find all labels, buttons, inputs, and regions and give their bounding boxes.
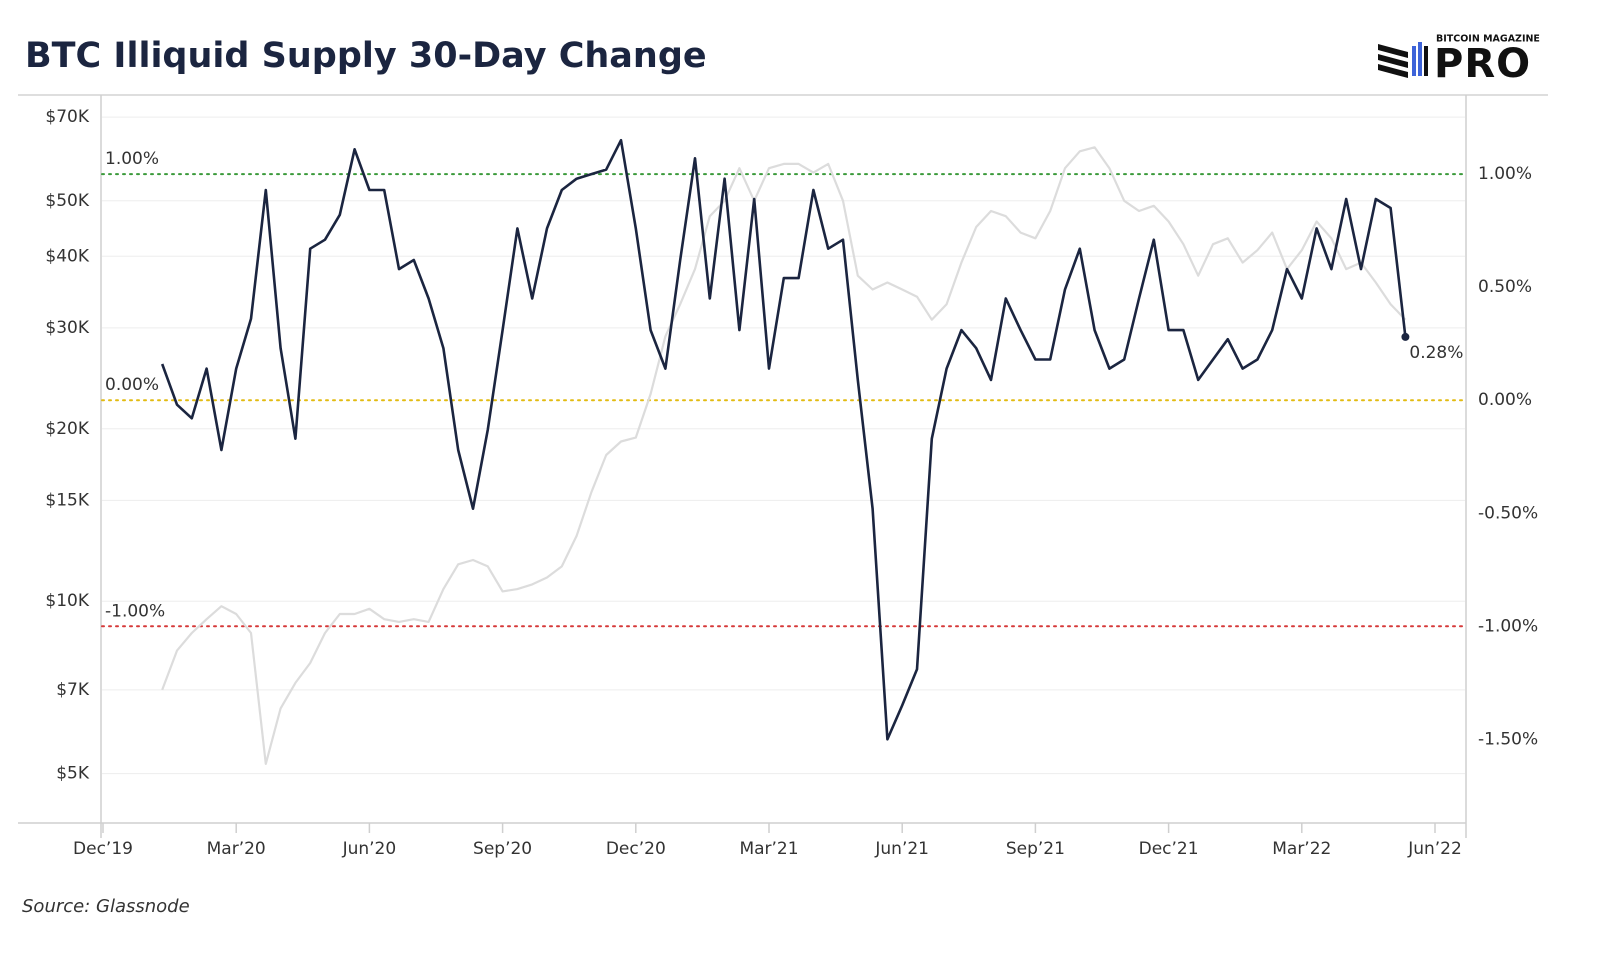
x-tick-label: Jun’21 — [874, 839, 929, 859]
source-note: Source: Glassnode — [22, 896, 190, 917]
y-tick-label: $30K — [45, 318, 89, 338]
x-tick-label: Jun’20 — [342, 839, 397, 859]
x-tick-label: Dec’21 — [1139, 839, 1199, 859]
logo-icon — [1378, 42, 1428, 78]
y2-tick-label: -1.50% — [1478, 729, 1538, 749]
y-tick-label: $40K — [45, 246, 89, 266]
x-tick-label: Sep’20 — [473, 839, 532, 859]
x-tick-label: Sep’21 — [1006, 839, 1065, 859]
y-tick-label: $50K — [45, 191, 89, 211]
x-tick-label: Mar’21 — [739, 839, 798, 859]
logo: BITCOIN MAGAZINE PRO — [1378, 34, 1540, 87]
y-tick-label: $70K — [45, 107, 89, 127]
y2-tick-label: -1.00% — [1478, 616, 1538, 636]
y-tick-label: $20K — [45, 419, 89, 439]
y2-tick-label: -0.50% — [1478, 503, 1538, 523]
series-line — [161, 146, 1407, 765]
reference-label: -1.00% — [105, 601, 165, 621]
y-tick-label: $15K — [45, 490, 89, 510]
x-tick-label: Dec’19 — [73, 839, 133, 859]
reference-label: 0.00% — [105, 375, 159, 395]
reference-label: 1.00% — [105, 149, 159, 169]
chart-title: BTC Illiquid Supply 30-Day Change — [25, 36, 707, 76]
x-tick-label: Mar’20 — [207, 839, 266, 859]
logo-small: BITCOIN MAGAZINE — [1436, 34, 1540, 45]
x-tick-label: Mar’22 — [1272, 839, 1331, 859]
logo-big: PRO — [1434, 41, 1531, 87]
data-label: 0.28% — [1409, 343, 1463, 363]
series-line — [160, 138, 1407, 741]
y2-tick-label: 0.50% — [1478, 277, 1532, 297]
y-tick-label: $10K — [45, 591, 89, 611]
end-point — [1401, 332, 1410, 341]
x-tick-label: Dec’20 — [606, 839, 666, 859]
y-tick-label: $5K — [56, 764, 90, 784]
x-tick-label: Jun’22 — [1407, 839, 1462, 859]
y2-tick-label: 1.00% — [1478, 164, 1532, 184]
y-tick-label: $7K — [56, 680, 90, 700]
y2-tick-label: 0.00% — [1478, 390, 1532, 410]
plot-area: $5K $7K $10K $15K $20K $30K $40K $50K $70K -1.50%… — [45, 107, 1538, 859]
